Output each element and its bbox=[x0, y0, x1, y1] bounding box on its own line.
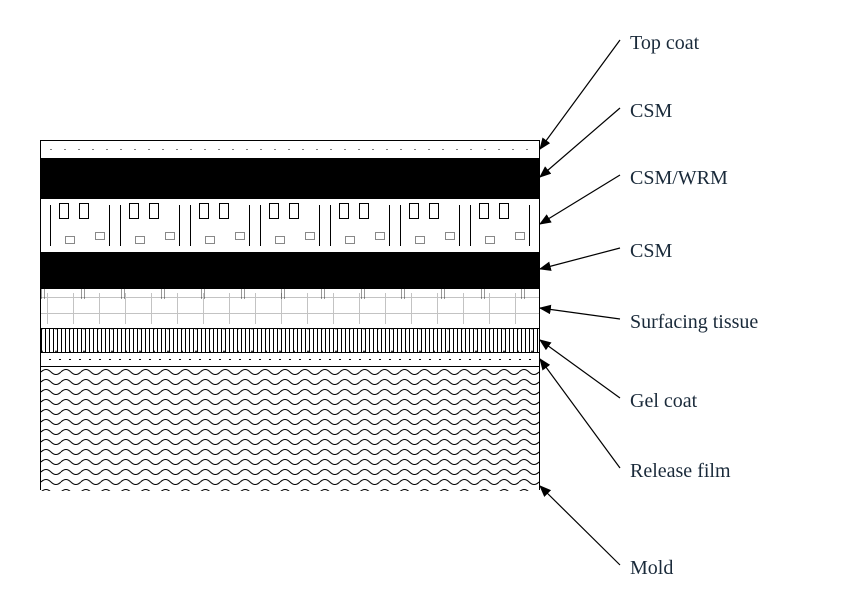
wrm-block bbox=[330, 205, 390, 246]
layer-csmwrm bbox=[41, 199, 539, 253]
wrm-block bbox=[470, 205, 530, 246]
wrm-block bbox=[400, 205, 460, 246]
label-csmwrm: CSM/WRM bbox=[630, 167, 728, 190]
layer-surfacing bbox=[41, 289, 539, 329]
wrm-block bbox=[190, 205, 250, 246]
layer-gelcoat bbox=[41, 329, 539, 353]
label-csm-lower: CSM bbox=[630, 240, 672, 263]
label-topcoat: Top coat bbox=[630, 32, 699, 55]
surfacing-pattern bbox=[41, 293, 539, 324]
label-mold: Mold bbox=[630, 557, 673, 580]
layer-topcoat bbox=[41, 141, 539, 159]
wrm-block bbox=[50, 205, 110, 246]
layer-releasefilm bbox=[41, 353, 539, 367]
label-surfacing: Surfacing tissue bbox=[630, 311, 758, 334]
label-gelcoat: Gel coat bbox=[630, 390, 697, 413]
layer-stack bbox=[40, 140, 540, 490]
wrm-block bbox=[260, 205, 320, 246]
csmwrm-pattern bbox=[41, 199, 539, 252]
label-csm-upper: CSM bbox=[630, 100, 672, 123]
wrm-block bbox=[120, 205, 180, 246]
layer-csm-lower bbox=[41, 253, 539, 289]
layer-mold bbox=[41, 367, 539, 491]
mold-wave-pattern bbox=[41, 367, 539, 491]
label-releasefilm: Release film bbox=[630, 460, 731, 483]
layer-csm-upper bbox=[41, 159, 539, 199]
